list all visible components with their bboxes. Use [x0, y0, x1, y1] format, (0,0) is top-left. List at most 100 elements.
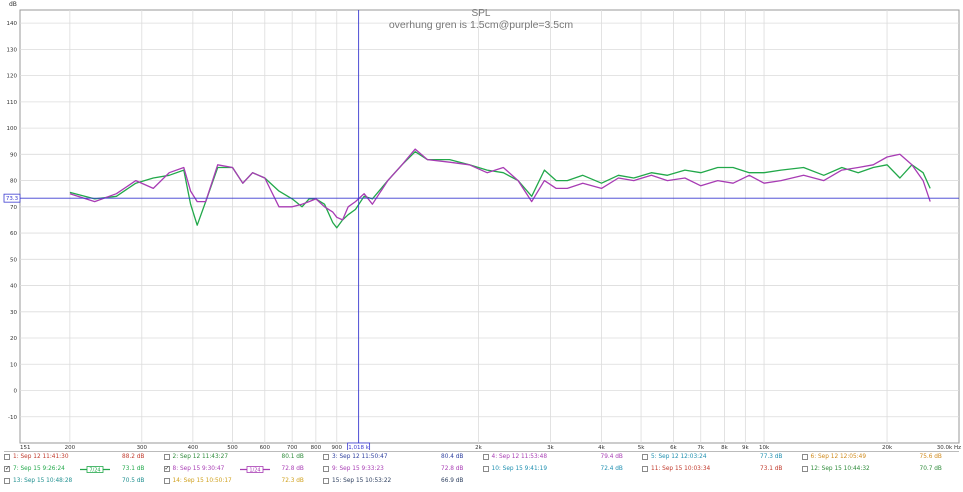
y-tick-label: 30: [10, 310, 17, 316]
legend: 1: Sep 12 11:41:30 88.2 dB 2: Sep 12 11:43…: [4, 451, 959, 489]
legend-label: 13: Sep 15 10:48:28: [13, 478, 73, 484]
legend-item[interactable]: 12: Sep 15 10:44:32 70.7 dB: [801, 464, 962, 475]
x-tick-label: 200: [65, 445, 76, 450]
legend-item[interactable]: 3: Sep 12 11:50:47 80.4 dB: [323, 452, 483, 463]
y-tick-label: 60: [10, 231, 17, 237]
legend-row: 13: Sep 15 10:48:28 70.5 dB 14: Sep 15 10:…: [4, 476, 959, 487]
x-tick-label: 800: [311, 445, 322, 450]
cursor-x-readout-box: [347, 442, 371, 450]
legend-value: 80.1 dB: [281, 454, 304, 460]
legend-value: 73.1 dB: [760, 466, 783, 472]
plot-background: [19, 9, 960, 444]
y-tick-label: 10: [10, 362, 17, 368]
legend-checkbox[interactable]: [323, 454, 329, 460]
chart-subtitle: overhung gren is 1.5cm@purple=3.5cm: [389, 19, 574, 31]
legend-item[interactable]: ✓ 7: Sep 15 9:26:24 7/24 73.1 dB: [4, 464, 164, 475]
legend-panel: [4, 451, 959, 490]
x-tick-label: 4k: [598, 445, 605, 450]
y-tick-label: 70: [10, 205, 17, 211]
legend-label: 8: Sep 15 9:30:47: [172, 466, 225, 472]
legend-label: 2: Sep 12 11:43:27: [172, 454, 229, 460]
legend-label: 9: Sep 15 9:33:23: [332, 466, 384, 472]
cursor-x-readout: 1,018 k: [348, 445, 369, 450]
y-tick-label: 90: [10, 152, 17, 158]
legend-item[interactable]: 4: Sep 12 11:53:48 79.4 dB: [482, 452, 643, 463]
x-tick-label: 5k: [638, 445, 645, 450]
y-tick-label: 110: [7, 100, 18, 106]
x-tick-label: 151: [20, 445, 31, 450]
legend-label: 1: Sep 12 11:41:30: [13, 454, 69, 460]
legend-checkbox[interactable]: [4, 478, 10, 484]
x-tick-label: 6k: [670, 445, 677, 450]
series-line-2: [69, 148, 931, 221]
legend-row: ✓ 7: Sep 15 9:26:24 7/24 73.1 dB ✓ 8: Sep 15 …: [4, 464, 959, 475]
legend-label: 12: Sep 15 10:44:32: [810, 466, 870, 472]
legend-item[interactable]: 2: Sep 12 11:43:27 80.1 dB: [163, 452, 324, 463]
legend-checkbox[interactable]: [323, 466, 329, 472]
legend-checkbox[interactable]: [323, 478, 329, 484]
legend-value: 72.4 dB: [600, 466, 623, 472]
legend-item[interactable]: 10: Sep 15 9:41:19 72.4 dB: [482, 464, 643, 475]
legend-checkbox[interactable]: [642, 454, 648, 460]
legend-label: 11: Sep 15 10:03:34: [651, 466, 711, 472]
legend-value: 75.6 dB: [919, 454, 942, 460]
legend-item[interactable]: 13: Sep 15 10:48:28 70.5 dB: [4, 476, 164, 487]
legend-item[interactable]: 11: Sep 15 10:03:34 73.1 dB: [642, 464, 802, 475]
x-tick-label: 7k: [697, 445, 704, 450]
y-tick-label: 130: [7, 47, 18, 53]
legend-checkbox[interactable]: [801, 466, 808, 472]
y-axis-label: dB: [9, 1, 17, 8]
legend-checkbox[interactable]: [4, 454, 10, 460]
y-tick-label: 40: [10, 284, 17, 290]
legend-item[interactable]: 6: Sep 12 12:05:49 75.6 dB: [801, 452, 962, 463]
legend-label: 7: Sep 15 9:26:24: [13, 466, 65, 472]
legend-checkbox[interactable]: [163, 478, 170, 484]
cursor-y-readout: 73.3: [6, 196, 19, 202]
cursor[interactable]: 73.3 1,018 k: [3, 10, 959, 450]
grid-lines: [20, 10, 959, 443]
series-line-1: [69, 151, 931, 229]
x-tick-label: 8k: [721, 445, 728, 450]
legend-smoothing-label: 1/24: [249, 467, 260, 473]
legend-checkbox[interactable]: [163, 454, 170, 460]
legend-item[interactable]: 15: Sep 15 10:53:22 66.9 dB: [323, 476, 483, 487]
legend-checkbox[interactable]: ✓: [4, 465, 11, 472]
x-tick-label: 300: [137, 445, 148, 450]
x-tick-label: 400: [188, 445, 199, 450]
x-tick-label: 900: [332, 445, 343, 450]
x-tick-label: 600: [260, 445, 271, 450]
series-lines: [69, 148, 931, 229]
x-tick-label: 9k: [742, 445, 749, 450]
legend-item[interactable]: 9: Sep 15 9:33:23 72.8 dB: [323, 464, 483, 475]
legend-smoothing-swatch[interactable]: 7/24: [80, 466, 110, 473]
legend-checkbox[interactable]: [642, 466, 648, 472]
x-tick-label: 30.0k Hz: [937, 445, 961, 450]
y-tick-label: 140: [7, 21, 18, 27]
legend-checkbox[interactable]: [482, 454, 489, 460]
legend-value: 80.4 dB: [441, 454, 464, 460]
legend-row: 1: Sep 12 11:41:30 88.2 dB 2: Sep 12 11:43…: [4, 452, 959, 463]
legend-checkbox[interactable]: [801, 454, 808, 460]
legend-checkbox[interactable]: ✓: [163, 465, 170, 472]
y-tick-label: 100: [7, 126, 18, 132]
legend-item[interactable]: 5: Sep 12 12:03:24 77.3 dB: [642, 452, 802, 463]
legend-checkbox[interactable]: [482, 466, 489, 472]
legend-value: 70.5 dB: [122, 478, 145, 484]
y-tick-label: 50: [10, 257, 17, 263]
legend-item[interactable]: ✓ 8: Sep 15 9:30:47 1/24 72.8 dB: [163, 464, 324, 475]
legend-label: 6: Sep 12 12:05:49: [810, 454, 867, 460]
legend-item[interactable]: 14: Sep 15 10:50:17 72.3 dB: [163, 476, 324, 487]
legend-value: 77.3 dB: [760, 454, 783, 460]
legend-value: 72.8 dB: [281, 466, 304, 472]
y-tick-label: 0: [14, 389, 18, 395]
x-tick-label: 10k: [759, 445, 770, 450]
legend-label: 14: Sep 15 10:50:17: [172, 478, 232, 484]
legend-label: 10: Sep 15 9:41:19: [491, 466, 548, 472]
legend-smoothing-swatch[interactable]: 1/24: [239, 466, 270, 473]
legend-value: 66.9 dB: [441, 478, 464, 484]
legend-smoothing-label: 7/24: [89, 467, 100, 473]
legend-value: 70.7 dB: [919, 466, 942, 472]
legend-item[interactable]: 1: Sep 12 11:41:30 88.2 dB: [4, 452, 164, 463]
